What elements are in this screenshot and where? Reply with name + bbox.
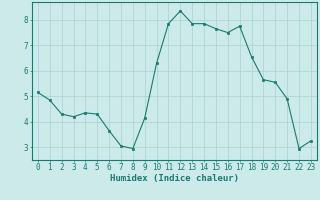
X-axis label: Humidex (Indice chaleur): Humidex (Indice chaleur) [110, 174, 239, 183]
